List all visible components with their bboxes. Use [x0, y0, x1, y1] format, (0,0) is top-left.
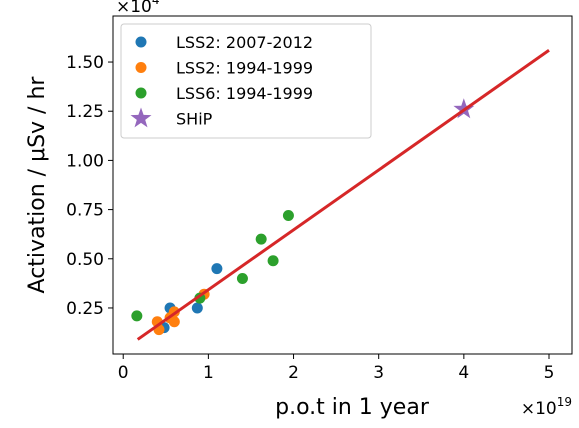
x-tick-label: 0 — [118, 363, 129, 383]
y_offset-exp: 4 — [152, 0, 160, 7]
point — [135, 62, 147, 73]
fit-line — [136, 49, 550, 341]
point — [135, 36, 147, 48]
legend-label: SHiP — [176, 110, 213, 129]
x-offset: ×1019 — [521, 395, 572, 419]
axes-frame — [112, 15, 573, 355]
legend-label: LSS6: 1994-1999 — [176, 84, 313, 103]
legend-label: LSS2: 2007-2012 — [176, 33, 313, 52]
point — [191, 302, 203, 314]
legend-label: LSS2: 1994-1999 — [176, 59, 313, 78]
star-marker — [130, 107, 152, 128]
y_offset-base: ×10 — [116, 0, 152, 17]
point — [131, 310, 143, 322]
y-tick-label: 1.00 — [66, 151, 104, 171]
point — [211, 263, 223, 275]
x-axis-label: p.o.t in 1 year — [275, 395, 430, 420]
x_offset-base: ×10 — [521, 399, 557, 419]
point — [135, 87, 147, 99]
x-tick-label: 5 — [544, 363, 555, 383]
y-tick-label: 0.25 — [66, 299, 104, 319]
legend-box — [120, 23, 372, 139]
point — [267, 255, 279, 267]
x-tick-label: 2 — [288, 363, 299, 383]
y-offset: ×104 — [116, 0, 160, 17]
y-axis-label: Activation / μSv / hr — [25, 76, 50, 294]
x-tick-label: 3 — [373, 363, 384, 383]
point — [282, 209, 294, 221]
x-tick-label: 1 — [203, 363, 214, 383]
point — [168, 316, 180, 328]
y-tick-label: 1.25 — [66, 102, 104, 122]
star-marker — [453, 98, 475, 119]
x_offset-exp: 19 — [557, 395, 572, 409]
y-tick-label: 0.75 — [66, 201, 104, 221]
x-tick-label: 4 — [458, 363, 469, 383]
point — [255, 233, 267, 245]
point — [236, 272, 248, 284]
y-tick-label: 0.50 — [66, 250, 104, 270]
y-tick-label: 1.50 — [66, 53, 104, 73]
